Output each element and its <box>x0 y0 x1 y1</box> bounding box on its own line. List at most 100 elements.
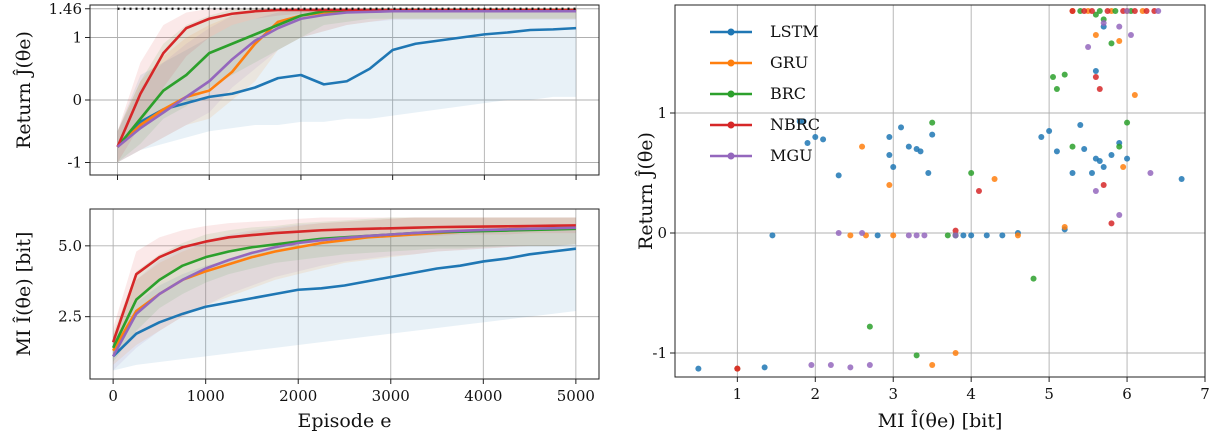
panel-mi-vs-episode: 2.5 5.0 0 1000 2000 3000 4000 5000 MI Î(θe) [bi… <box>12 208 600 432</box>
point-nbrc <box>1069 8 1076 14</box>
point-brc <box>1053 86 1060 92</box>
point-brc <box>1108 40 1115 47</box>
point-lstm <box>1046 128 1053 134</box>
x-tick-label: 5000 <box>557 387 595 405</box>
point-brc <box>1124 119 1131 126</box>
point-gru <box>1014 232 1021 239</box>
point-lstm <box>1088 170 1095 176</box>
y-tick-label: 0 <box>657 224 667 242</box>
p3-ticks: -1 0 1 1 2 3 4 5 6 7 <box>652 104 1209 403</box>
point-mgu <box>1116 212 1123 218</box>
point-nbrc <box>734 365 741 372</box>
point-mgu <box>1100 20 1107 26</box>
point-lstm <box>835 172 842 179</box>
point-brc <box>866 323 873 330</box>
y-tick-label: 1 <box>72 29 82 47</box>
legend-marker-lstm <box>727 28 735 36</box>
point-gru <box>1061 224 1068 230</box>
point-mgu <box>905 232 912 239</box>
point-lstm <box>886 152 893 158</box>
legend-label-lstm: LSTM <box>770 22 819 41</box>
point-gru <box>991 176 998 182</box>
point-brc <box>1096 8 1103 14</box>
point-lstm <box>1108 152 1115 158</box>
x-tick-label: 3 <box>888 385 898 403</box>
point-lstm <box>1069 170 1076 176</box>
point-lstm <box>917 148 924 155</box>
p3-x-axis-label: MI Î(θe) [bit] <box>878 409 1003 432</box>
p3-scatter-points <box>695 8 1185 372</box>
x-tick-label: 4000 <box>464 387 502 405</box>
p1-frame <box>89 4 600 176</box>
p2-y-axis-label: MI Î(θe) [bit] <box>12 232 35 357</box>
y-tick-label: 5.0 <box>58 237 82 255</box>
point-lstm <box>929 131 936 138</box>
point-nbrc <box>952 227 959 234</box>
point-lstm <box>1124 155 1131 162</box>
point-nbrc <box>975 188 982 194</box>
legend-marker-nbrc <box>727 121 735 129</box>
p3-frame <box>674 4 1206 378</box>
band-gru <box>113 217 576 365</box>
point-lstm <box>925 170 932 176</box>
x-tick-label: 2 <box>811 385 821 403</box>
point-gru <box>886 182 893 188</box>
legend-label-nbrc: NBRC <box>770 115 820 134</box>
line-lstm <box>116 26 577 148</box>
point-mgu <box>913 232 920 239</box>
point-lstm <box>1096 158 1103 164</box>
y-tick-label: -1 <box>652 344 667 362</box>
legend-label-brc: BRC <box>770 84 806 103</box>
legend-label-gru: GRU <box>770 53 808 72</box>
point-mgu <box>1124 8 1131 14</box>
point-mgu <box>808 362 815 368</box>
p2-ticks: 2.5 5.0 0 1000 2000 3000 4000 5000 <box>58 237 595 405</box>
band-lstm <box>117 8 577 163</box>
p3-gridlines <box>675 5 1205 377</box>
y-tick-label: 1.46 <box>49 0 82 18</box>
x-tick-label: 4 <box>966 385 976 403</box>
point-nbrc <box>1131 8 1138 14</box>
point-nbrc <box>1143 8 1150 14</box>
point-mgu <box>1116 23 1123 30</box>
legend-marker-gru <box>727 59 735 67</box>
p1-ticks: -1 0 1 1.46 <box>49 0 577 180</box>
point-nbrc <box>1092 74 1099 80</box>
point-mgu <box>847 364 854 371</box>
legend: LSTM GRU BRC NBRC MGU <box>710 22 820 165</box>
x-tick-label: 5 <box>1044 385 1054 403</box>
band-mgu <box>117 8 577 163</box>
point-lstm <box>968 232 975 239</box>
point-nbrc <box>1081 8 1088 14</box>
point-mgu <box>1092 188 1099 194</box>
point-nbrc <box>1100 182 1107 188</box>
point-lstm <box>1100 164 1107 170</box>
point-lstm <box>820 136 827 143</box>
point-brc <box>1092 11 1099 18</box>
line-mgu <box>111 226 576 357</box>
point-gru <box>1116 38 1123 44</box>
x-tick-label: 0 <box>108 387 118 405</box>
legend-label-mgu: MGU <box>770 146 813 165</box>
point-gru <box>847 232 854 239</box>
point-lstm <box>1178 176 1185 182</box>
point-lstm <box>960 232 967 239</box>
p3-y-axis-label: Return Ĵ(θe) <box>634 132 657 250</box>
point-gru <box>859 143 866 150</box>
point-lstm <box>812 134 819 140</box>
point-mgu <box>921 232 928 239</box>
point-brc <box>968 170 975 176</box>
point-brc <box>1061 71 1068 78</box>
point-mgu <box>866 362 873 368</box>
point-lstm <box>886 134 893 140</box>
point-gru <box>1131 92 1138 98</box>
x-tick-label: 1000 <box>187 387 225 405</box>
point-lstm <box>874 232 881 239</box>
point-nbrc <box>1108 220 1115 227</box>
point-brc <box>913 352 920 359</box>
point-lstm <box>1077 122 1084 128</box>
band-gru <box>117 8 577 163</box>
point-gru <box>1120 164 1127 170</box>
